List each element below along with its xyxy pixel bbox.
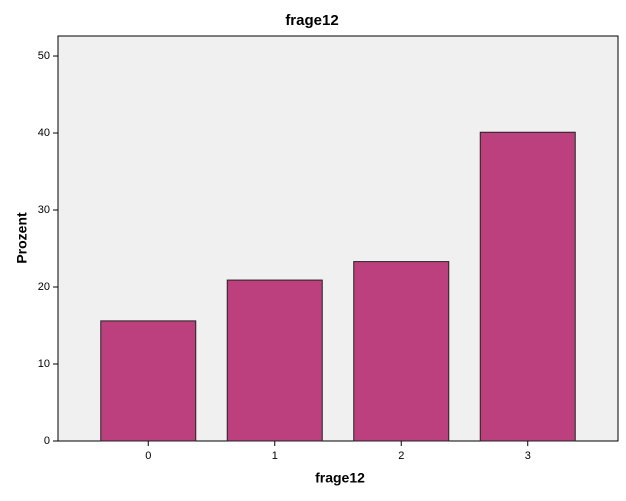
y-tick-label: 20	[38, 281, 50, 293]
bar	[479, 131, 576, 442]
x-tick-label: 3	[525, 450, 531, 462]
y-tick-label: 10	[38, 358, 50, 370]
y-axis-label: Prozent	[14, 212, 30, 264]
chart-title: frage12	[285, 12, 338, 29]
y-tick-label: 40	[38, 127, 50, 139]
x-axis-label: frage12	[315, 470, 365, 486]
bar	[353, 261, 450, 442]
x-tick-label: 0	[145, 450, 151, 462]
y-tick-label: 50	[38, 50, 50, 62]
y-tick-label: 0	[44, 435, 50, 447]
bar	[226, 279, 323, 442]
bar	[100, 320, 197, 442]
x-tick-label: 1	[272, 450, 278, 462]
y-tick-label: 30	[38, 204, 50, 216]
x-tick-label: 2	[398, 450, 404, 462]
